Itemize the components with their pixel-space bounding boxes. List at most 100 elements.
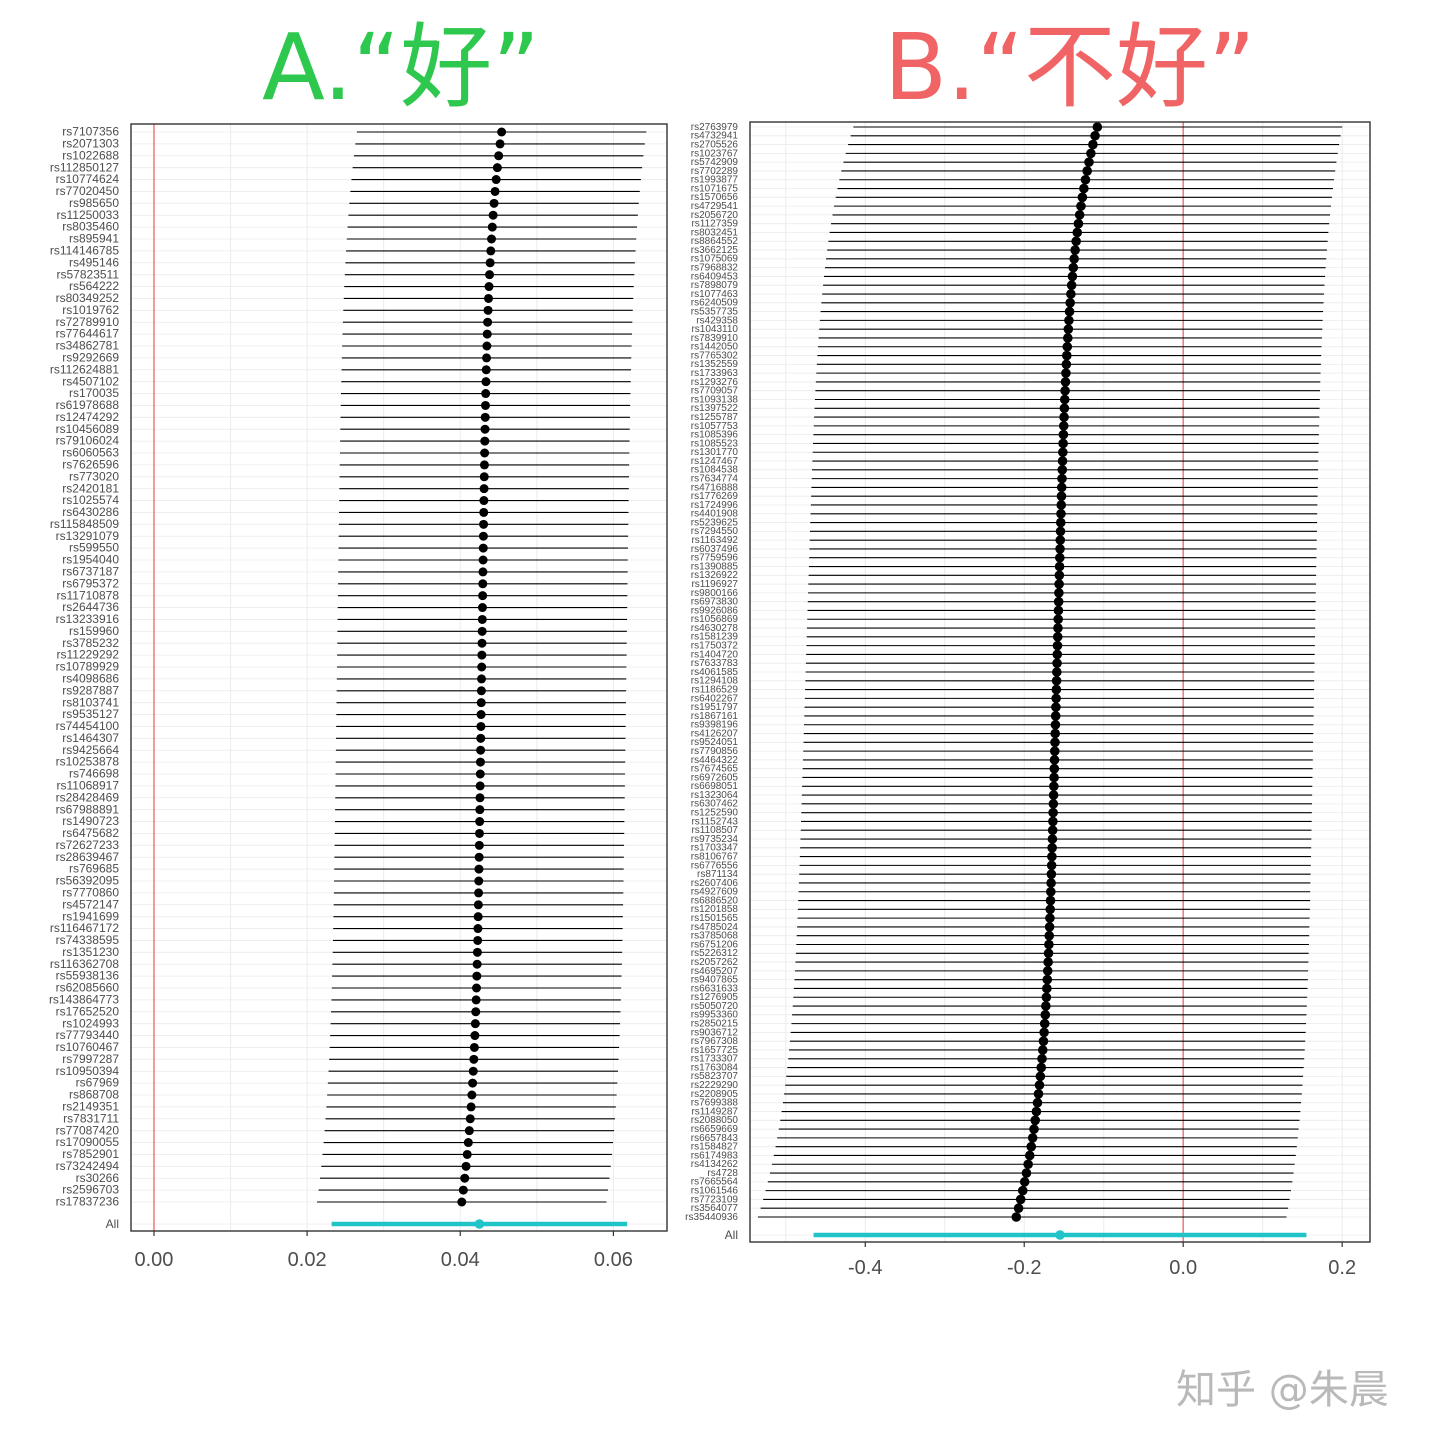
- y-tick-label: rs72627233: [56, 838, 120, 852]
- point-estimate: [1011, 1212, 1022, 1222]
- point-estimate: [1050, 719, 1061, 730]
- y-tick-label: rs1252590: [691, 808, 739, 819]
- point-estimate: [482, 341, 492, 351]
- point-estimate: [1052, 640, 1063, 651]
- point-estimate: [1057, 465, 1068, 475]
- y-tick-label: rs4401908: [691, 509, 739, 520]
- point-estimate: [1055, 517, 1066, 528]
- y-tick-label: rs17652520: [56, 1004, 120, 1018]
- y-tick-label: rs80349252: [56, 291, 120, 305]
- y-tick-label: rs6973830: [691, 597, 739, 608]
- y-tick-label: rs1750372: [691, 641, 739, 652]
- point-estimate: [1048, 799, 1059, 809]
- point-estimate: [474, 828, 484, 838]
- y-tick-label: rs1323064: [691, 790, 739, 801]
- y-tick-label: rs2229290: [691, 1080, 739, 1091]
- y-tick-label: rs1163492: [691, 535, 738, 546]
- y-tick-label: rs1294108: [691, 676, 739, 687]
- point-estimate: [1039, 1018, 1050, 1029]
- point-estimate: [461, 1161, 471, 1171]
- point-estimate: [1017, 1185, 1028, 1196]
- point-estimate: [1049, 746, 1060, 756]
- y-tick-label-all: All: [106, 1217, 119, 1231]
- y-tick-label: rs6174983: [691, 1150, 739, 1161]
- y-tick-label: rs7699388: [691, 1098, 739, 1109]
- point-estimate: [1037, 1053, 1047, 1064]
- y-tick-label: rs1733307: [691, 1054, 739, 1065]
- y-tick-label: rs4716888: [691, 482, 739, 493]
- y-tick-label: rs6240509: [691, 298, 739, 309]
- point-estimate: [472, 959, 482, 969]
- y-tick-label: rs1867161: [691, 711, 739, 722]
- point-estimate: [1059, 394, 1070, 405]
- y-tick-label: rs6307462: [691, 799, 739, 810]
- point-estimate: [1042, 983, 1052, 994]
- point-group: [1011, 122, 1103, 1222]
- point-estimate: [1039, 1027, 1049, 1038]
- x-tick-label: 0.0: [1169, 1257, 1197, 1279]
- point-estimate: [480, 436, 490, 446]
- y-tick-label: rs73242494: [56, 1159, 120, 1173]
- y-tick-label: rs773020: [69, 469, 119, 483]
- point-estimate: [1047, 851, 1057, 862]
- y-tick-label: rs9407865: [691, 975, 739, 986]
- point-estimate: [1052, 667, 1062, 677]
- panel-a-chart: rs7107356rs2071303rs1022688rs112850127rs…: [49, 123, 668, 1271]
- point-estimate: [474, 888, 484, 898]
- y-tick-label: rs2057262: [691, 957, 739, 968]
- y-tick-label: rs1043110: [691, 324, 738, 335]
- point-estimate: [481, 365, 491, 375]
- point-estimate: [1026, 1141, 1037, 1152]
- y-tick-label: rs74454100: [56, 719, 120, 733]
- point-estimate: [1043, 957, 1053, 967]
- y-tick-label: rs2088050: [691, 1115, 739, 1126]
- point-estimate: [1046, 886, 1056, 897]
- y-tick-label: rs116362708: [50, 957, 119, 971]
- y-tick-label: rs9735234: [691, 834, 739, 845]
- point-estimate: [1062, 333, 1073, 343]
- y-tick-label: rs30266: [76, 1171, 120, 1185]
- point-estimate: [1027, 1133, 1038, 1143]
- y-tick-label: rs1776269: [691, 491, 739, 502]
- point-estimate: [1074, 210, 1085, 220]
- point-estimate: [479, 507, 489, 517]
- y-tick-label: rs7702289: [691, 166, 739, 177]
- y-tick-label: rs115848509: [50, 517, 119, 531]
- point-estimate: [1023, 1159, 1033, 1170]
- point-estimate: [1061, 368, 1071, 378]
- y-tick-label: rs6409453: [691, 271, 739, 282]
- panel-a-title: A.“好”: [262, 14, 540, 121]
- y-tick-label: rs10253878: [56, 755, 120, 769]
- y-tick-label: rs4630278: [691, 623, 739, 634]
- point-estimate: [1024, 1150, 1035, 1161]
- point-estimate: [1055, 544, 1065, 554]
- point-estimate: [1057, 456, 1068, 466]
- y-tick-label: rs7723109: [691, 1194, 739, 1205]
- y-tick-label: rs1941699: [62, 909, 119, 923]
- point-estimate: [1050, 737, 1060, 748]
- y-tick-label: rs9287887: [62, 683, 119, 697]
- x-tick-label: 0.06: [594, 1249, 633, 1271]
- y-tick-label: rs62085660: [56, 981, 120, 995]
- y-tick-label: rs746698: [69, 767, 119, 781]
- point-estimate: [1060, 385, 1070, 396]
- y-tick-label: rs56392095: [56, 874, 120, 888]
- point-estimate: [487, 222, 497, 232]
- y-tick-label: rs116467172: [50, 921, 119, 935]
- y-tick-label: rs2208905: [691, 1089, 739, 1100]
- y-tick-label: rs1127359: [691, 219, 738, 230]
- point-estimate: [1048, 790, 1059, 800]
- point-estimate: [476, 710, 486, 720]
- y-tick-label: rs6430286: [62, 505, 119, 519]
- y-tick-label: rs6972605: [691, 772, 739, 783]
- point-estimate: [1055, 552, 1065, 563]
- y-tick-label: rs3785068: [691, 931, 739, 942]
- point-estimate: [483, 305, 493, 315]
- y-tick-label: rs1352559: [691, 359, 739, 370]
- y-tick-label: rs159960: [69, 624, 119, 638]
- y-tick-label: rs1442050: [691, 342, 739, 353]
- y-tick-label: rs4507102: [62, 374, 119, 388]
- y-tick-label: rs1570656: [691, 192, 739, 203]
- point-estimate: [479, 472, 489, 482]
- y-tick-label: rs7665564: [691, 1177, 739, 1188]
